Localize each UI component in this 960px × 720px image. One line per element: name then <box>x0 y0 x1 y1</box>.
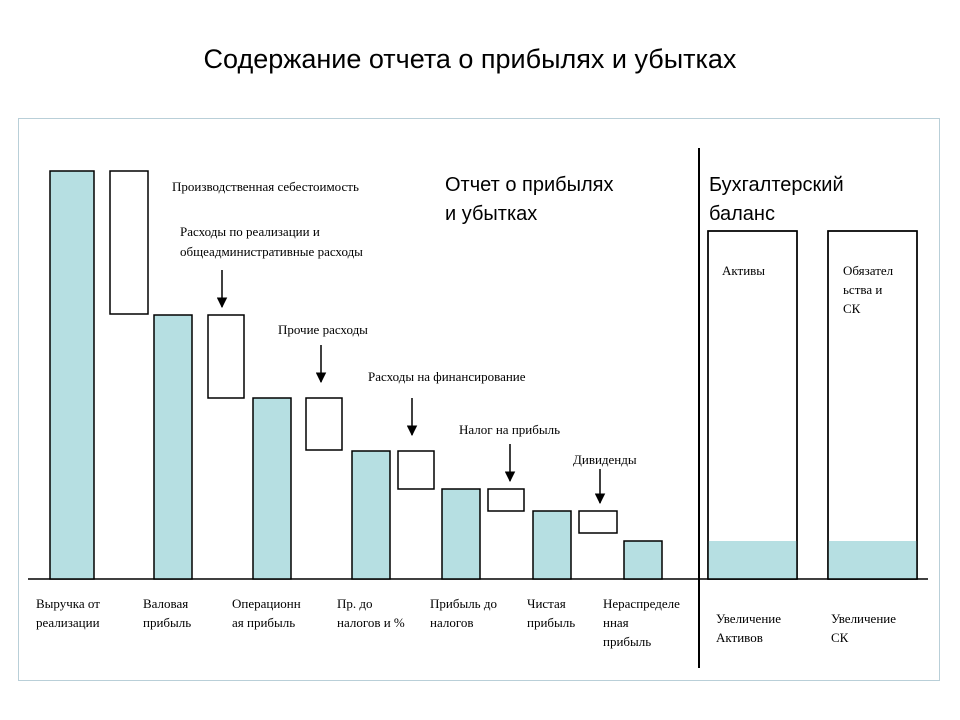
label-retained-earnings: Нераспределе нная прибыль <box>603 596 683 649</box>
label-other: Прочие расходы <box>278 322 368 337</box>
label-equity-increase: Увеличение СК <box>831 611 899 645</box>
deduction-box-dividends <box>578 510 618 534</box>
label-assets-increase: Увеличение Активов <box>716 611 784 645</box>
bar-pbit <box>351 450 391 580</box>
deduction-box-financing <box>397 450 435 490</box>
deduction-box-cogs <box>109 170 149 315</box>
label-pbt: Прибыль до налогов <box>430 596 500 630</box>
label-dividends: Дивиденды <box>573 452 637 467</box>
balance-assets-outline <box>707 230 798 580</box>
balance-assets-increase-fill <box>708 541 797 579</box>
label-cogs: Производственная себестоимость <box>172 179 359 194</box>
label-selling: Расходы по реализации и общеадминистрати… <box>180 224 363 259</box>
bar-pbt <box>441 488 481 580</box>
label-assets: Активы <box>722 263 765 278</box>
bar-net-profit <box>532 510 572 580</box>
section-title-pl: Отчет о прибылях и убытках <box>445 174 619 225</box>
deduction-box-other <box>305 397 343 451</box>
label-operating-profit: Операционн ая прибыль <box>232 596 304 630</box>
bar-retained-earnings <box>623 540 663 580</box>
label-gross-profit: Валовая прибыль <box>143 596 192 630</box>
label-tax: Налог на прибыль <box>459 422 560 437</box>
label-revenue: Выручка от реализации <box>36 596 103 630</box>
page-title: Содержание отчета о прибылях и убытках <box>203 44 737 74</box>
label-pbit: Пр. до налогов и % <box>337 596 405 630</box>
bar-operating-profit <box>252 397 292 580</box>
deduction-box-selling <box>207 314 245 399</box>
bar-revenue <box>49 170 95 580</box>
label-liabilities-equity: Обязател ьства и СК <box>843 263 896 316</box>
balance-equity-increase-fill <box>828 541 917 579</box>
diagram-frame <box>18 118 940 681</box>
bar-gross-profit <box>153 314 193 580</box>
balance-assets-column <box>707 230 798 580</box>
label-financing: Расходы на финансирование <box>368 369 526 384</box>
label-net-profit: Чистая прибыль <box>527 596 575 630</box>
section-title-balance: Бухгалтерский баланс <box>709 174 849 225</box>
balance-liabilities-outline <box>827 230 918 580</box>
deduction-box-tax <box>487 488 525 512</box>
